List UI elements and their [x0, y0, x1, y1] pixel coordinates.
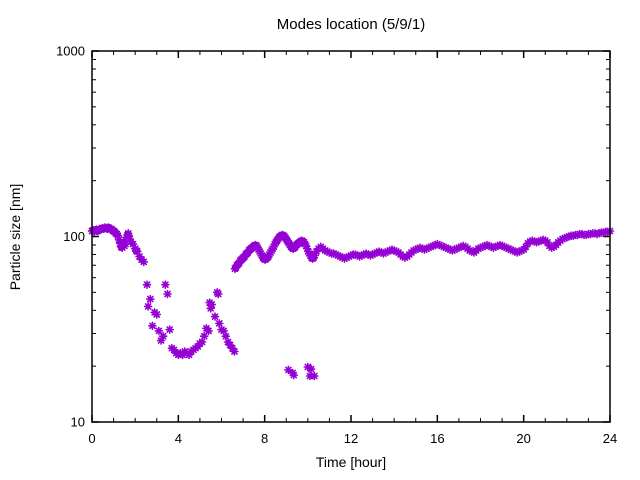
y-tick-label: 10	[71, 415, 85, 430]
x-tick-label: 8	[261, 431, 268, 446]
x-tick-label: 4	[175, 431, 182, 446]
x-tick-label: 12	[344, 431, 358, 446]
y-tick-label: 100	[63, 229, 85, 244]
x-axis-title: Time [hour]	[316, 454, 386, 470]
data-points	[87, 223, 615, 381]
y-tick-label: 1000	[56, 44, 85, 59]
x-tick-label: 0	[88, 431, 95, 446]
x-tick-label: 16	[430, 431, 444, 446]
tick-labels: 0 4 8 12 16 20 24 10 100 1000	[56, 44, 617, 447]
x-tick-label: 20	[516, 431, 530, 446]
y-axis-title: Particle size [nm]	[7, 184, 23, 291]
plot-border	[91, 50, 611, 423]
chart-title: Modes location (5/9/1)	[277, 16, 425, 33]
x-tick-label: 24	[603, 431, 617, 446]
scatter-markers	[87, 223, 615, 381]
